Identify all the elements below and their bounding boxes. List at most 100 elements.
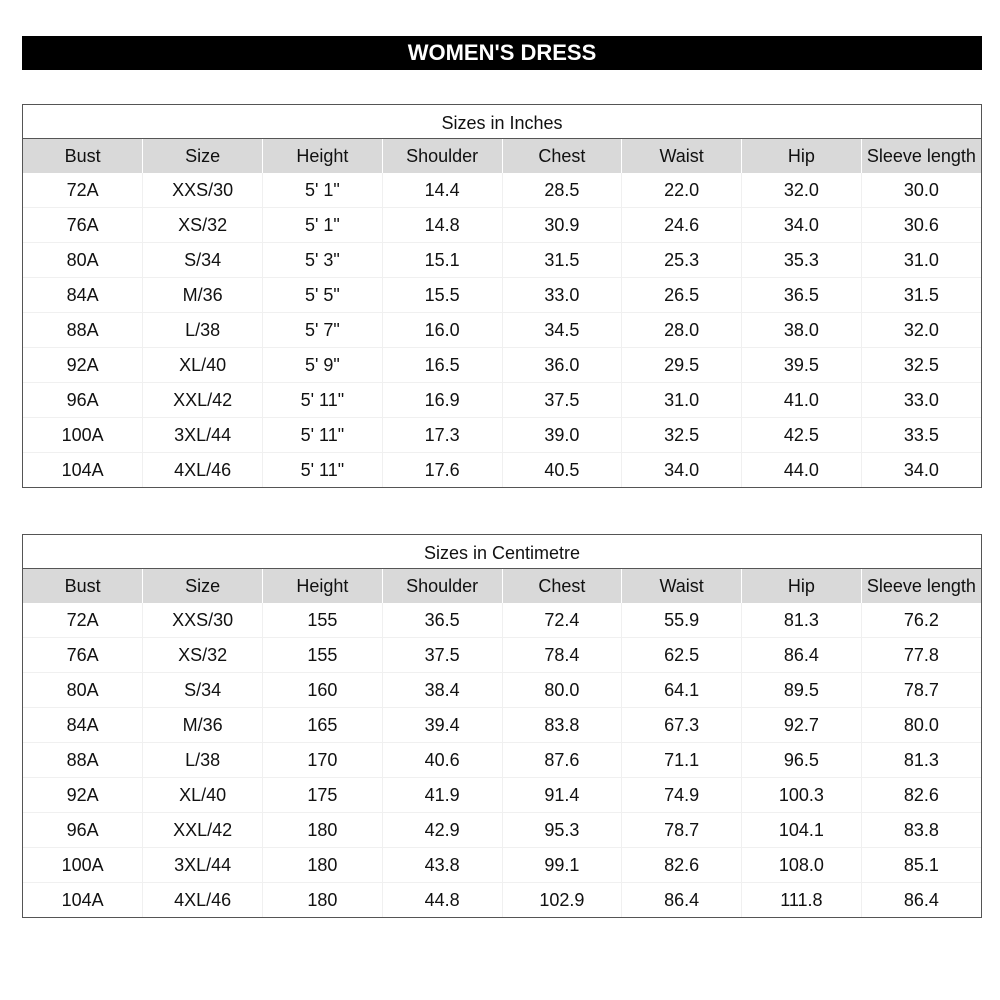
- table-cell: 42.5: [741, 417, 862, 453]
- table-cell: 80.0: [861, 707, 981, 743]
- table-cell: 55.9: [621, 603, 742, 638]
- table-row: 100A 3XL/44 5' 11" 17.3 39.0 32.5 42.5 33.5: [23, 417, 981, 453]
- table-cell: 15.1: [382, 242, 503, 278]
- table-cell: 31.0: [621, 382, 742, 418]
- column-header: Size: [142, 139, 263, 173]
- table-row: 80A S/34 5' 3" 15.1 31.5 25.3 35.3 31.0: [23, 242, 981, 278]
- table-cell: 180: [262, 882, 383, 917]
- table-cell: XXS/30: [142, 173, 263, 208]
- table-cell: 31.5: [861, 277, 981, 313]
- table-cell: 100.3: [741, 777, 862, 813]
- table-cell: 4XL/46: [142, 882, 263, 917]
- table-cell: 88A: [23, 312, 144, 348]
- table-cell: 180: [262, 847, 383, 883]
- table-row: 96A XXL/42 180 42.9 95.3 78.7 104.1 83.8: [23, 812, 981, 848]
- table-cell: 28.0: [621, 312, 742, 348]
- table-cell: 36.5: [741, 277, 862, 313]
- table-cell: 39.0: [502, 417, 623, 453]
- table-cell: 74.9: [621, 777, 742, 813]
- table-row: 72A XXS/30 155 36.5 72.4 55.9 81.3 76.2: [23, 603, 981, 638]
- table-cell: 3XL/44: [142, 417, 263, 453]
- table-row: 96A XXL/42 5' 11" 16.9 37.5 31.0 41.0 33.0: [23, 382, 981, 418]
- size-table: Bust Size Height Shoulder Chest Waist Hip Sleev…: [23, 569, 981, 917]
- table-row: 104A 4XL/46 5' 11" 17.6 40.5 34.0 44.0 34.0: [23, 452, 981, 487]
- table-cell: 32.5: [861, 347, 981, 383]
- table-cell: 86.4: [621, 882, 742, 917]
- table-cell: 34.5: [502, 312, 623, 348]
- table-cell: 78.4: [502, 637, 623, 673]
- table-cell: 78.7: [861, 672, 981, 708]
- table-cell: 3XL/44: [142, 847, 263, 883]
- table-cell: L/38: [142, 312, 263, 348]
- table-cell: 17.6: [382, 452, 503, 487]
- table-cell: 92A: [23, 347, 144, 383]
- table-cell: 5' 9": [262, 347, 383, 383]
- column-header: Shoulder: [382, 569, 503, 603]
- table-cell: 41.9: [382, 777, 503, 813]
- table-cell: 31.5: [502, 242, 623, 278]
- table-row: 88A L/38 170 40.6 87.6 71.1 96.5 81.3: [23, 742, 981, 778]
- header-row: Bust Size Height Shoulder Chest Waist Hip Sleev…: [23, 569, 981, 603]
- table-cell: 5' 1": [262, 207, 383, 243]
- table-cell: 5' 7": [262, 312, 383, 348]
- table-cell: 30.0: [861, 173, 981, 208]
- table-cell: XL/40: [142, 347, 263, 383]
- table-cell: 39.5: [741, 347, 862, 383]
- table-cell: 38.0: [741, 312, 862, 348]
- column-header: Size: [142, 569, 263, 603]
- table-row: 88A L/38 5' 7" 16.0 34.5 28.0 38.0 32.0: [23, 312, 981, 348]
- table-cell: 80A: [23, 672, 144, 708]
- size-table-inches: Sizes in Inches Bust Size Height Shoulder Che…: [22, 104, 982, 488]
- table-cell: 80.0: [502, 672, 623, 708]
- table-cell: 5' 11": [262, 417, 383, 453]
- table-cell: XL/40: [142, 777, 263, 813]
- table-cell: 170: [262, 742, 383, 778]
- table-row: 100A 3XL/44 180 43.8 99.1 82.6 108.0 85.1: [23, 847, 981, 883]
- table-cell: 37.5: [382, 637, 503, 673]
- table-cell: 104A: [23, 452, 144, 487]
- column-header: Hip: [741, 569, 862, 603]
- table-cell: M/36: [142, 707, 263, 743]
- table-cell: 36.0: [502, 347, 623, 383]
- table-row: 84A M/36 165 39.4 83.8 67.3 92.7 80.0: [23, 707, 981, 743]
- table-cell: 5' 11": [262, 382, 383, 418]
- table-cell: 41.0: [741, 382, 862, 418]
- table-cell: 5' 1": [262, 173, 383, 208]
- column-header: Chest: [502, 139, 623, 173]
- column-header: Shoulder: [382, 139, 503, 173]
- table-cell: 30.6: [861, 207, 981, 243]
- table-cell: 95.3: [502, 812, 623, 848]
- table-cell: 76A: [23, 207, 144, 243]
- table-cell: 34.0: [741, 207, 862, 243]
- table-cell: 175: [262, 777, 383, 813]
- size-table-centimetre: Sizes in Centimetre Bust Size Height Shoulde…: [22, 534, 982, 918]
- table-cell: 26.5: [621, 277, 742, 313]
- table-cell: 91.4: [502, 777, 623, 813]
- table-cell: 86.4: [903, 889, 939, 910]
- table-cell: 87.6: [502, 742, 623, 778]
- column-header: Chest: [502, 569, 623, 603]
- table-cell: 67.3: [621, 707, 742, 743]
- table-row: 80A S/34 160 38.4 80.0 64.1 89.5 78.7: [23, 672, 981, 708]
- table-cell: 72.4: [502, 603, 623, 638]
- table-cell: XXS/30: [142, 603, 263, 638]
- table-cell: 14.8: [382, 207, 503, 243]
- table-row: 104A 4XL/46 180 44.8 102.9 86.4 111.8 86.4: [23, 882, 981, 917]
- table-cell: 43.8: [382, 847, 503, 883]
- table-cell: 96A: [23, 382, 144, 418]
- table-cell: 29.5: [621, 347, 742, 383]
- table-cell: 83.8: [861, 812, 981, 848]
- table-cell: 155: [262, 637, 383, 673]
- table-cell: 42.9: [382, 812, 503, 848]
- table-cell: 25.3: [621, 242, 742, 278]
- table-cell: 72A: [23, 603, 144, 638]
- table-cell: 85.1: [861, 847, 981, 883]
- size-table: Bust Size Height Shoulder Chest Waist Hip Sleev…: [23, 139, 981, 487]
- table-cell: 83.8: [502, 707, 623, 743]
- table-cell: 40.5: [502, 452, 623, 487]
- table-cell: 81.3: [861, 742, 981, 778]
- table-row: 76A XS/32 155 37.5 78.4 62.5 86.4 77.8: [23, 637, 981, 673]
- table-cell: 44.0: [741, 452, 862, 487]
- table-cell: 34.0: [621, 452, 742, 487]
- table-cell: 36.5: [382, 603, 503, 638]
